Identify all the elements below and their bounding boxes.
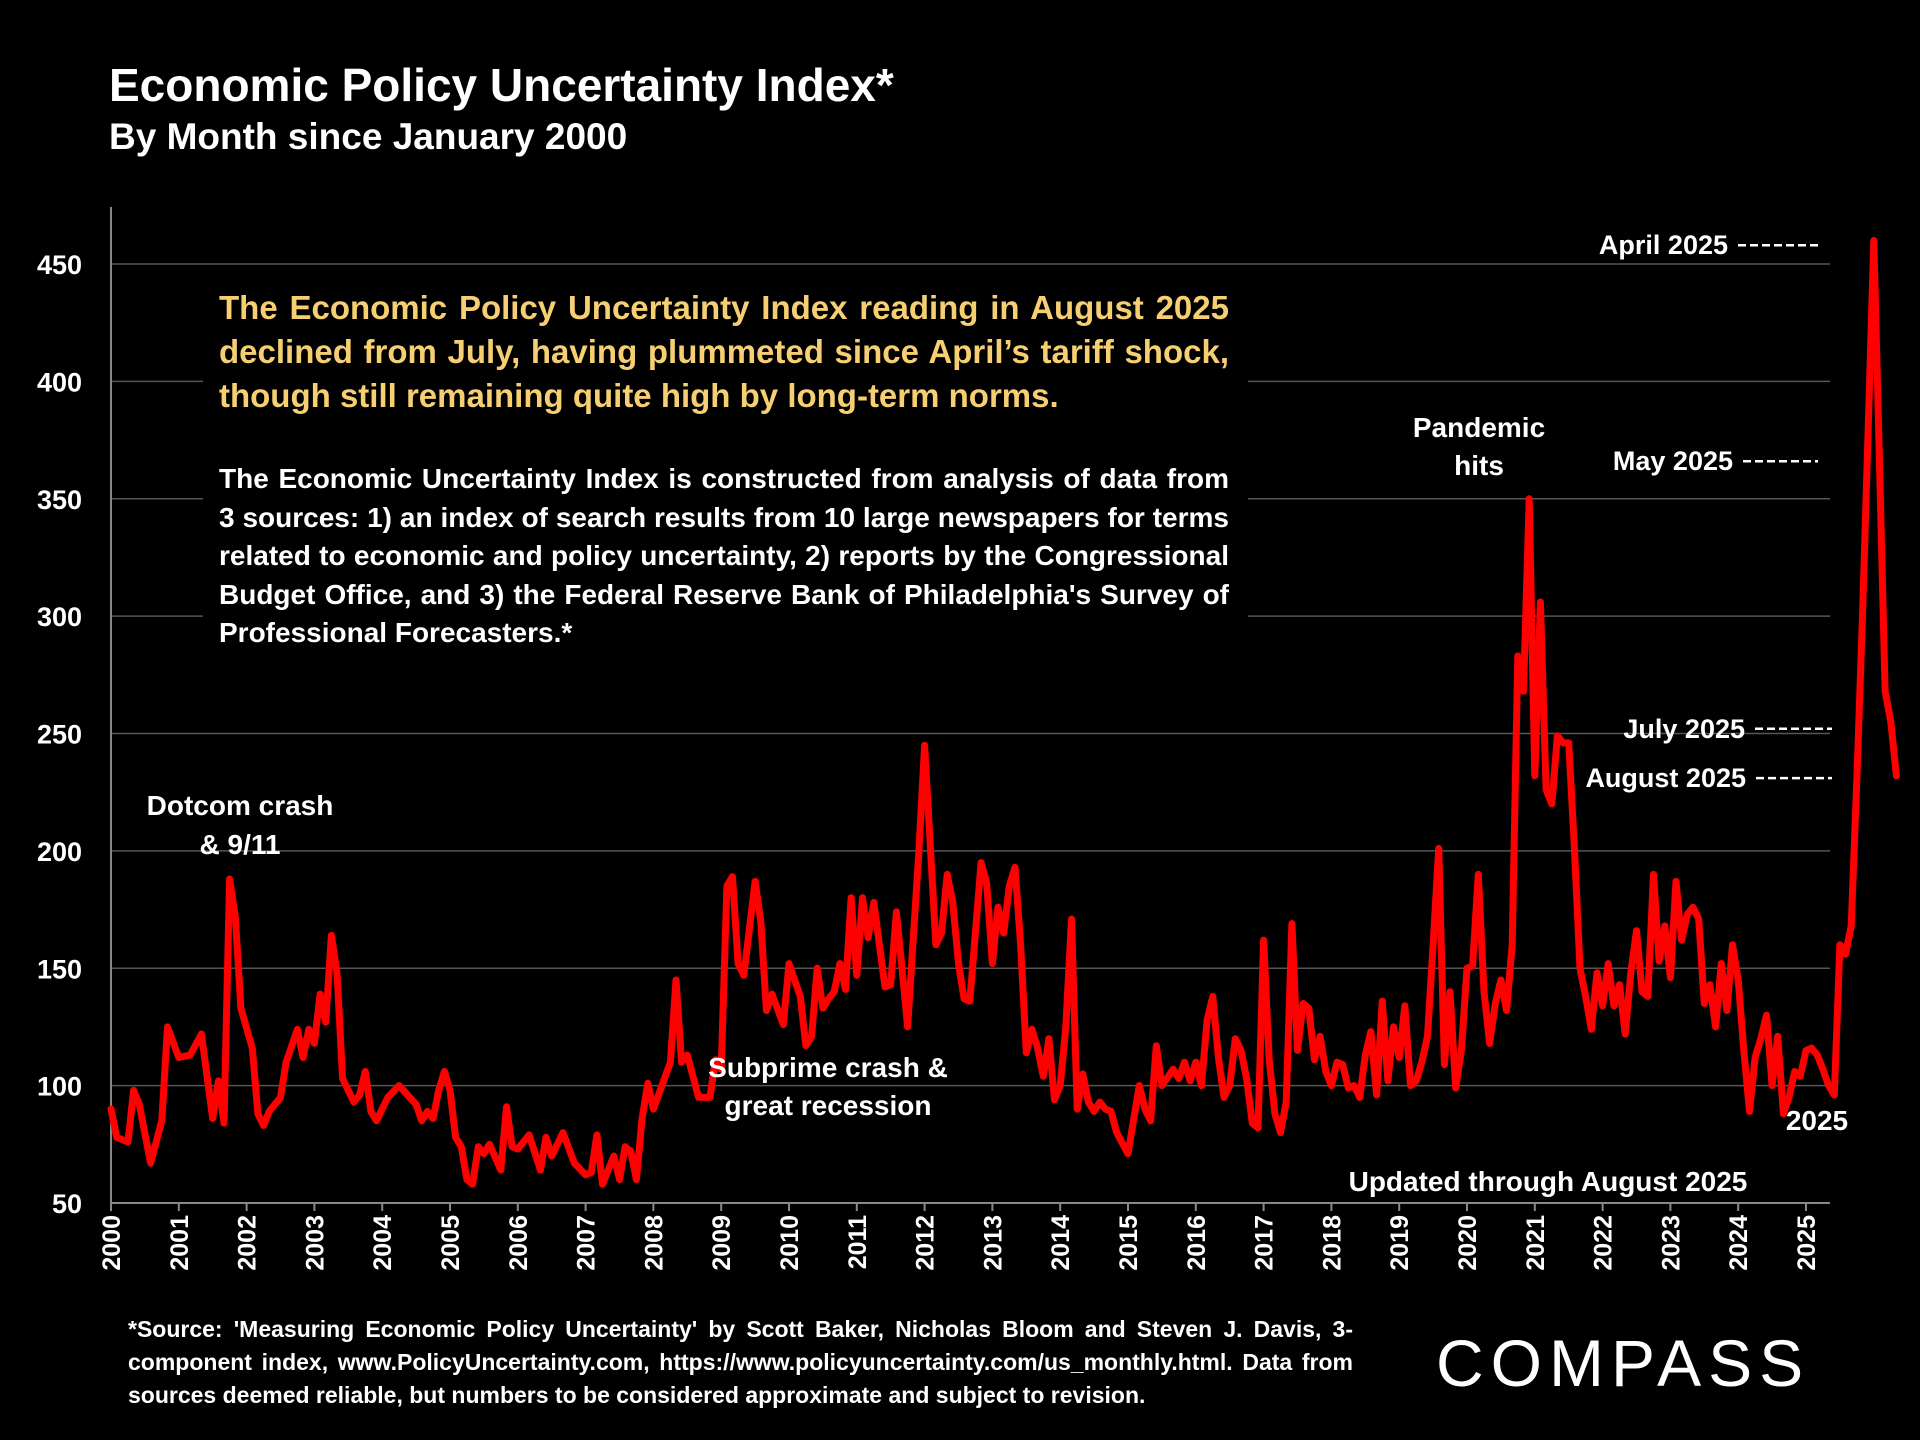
series-line-epu-index (107, 237, 1900, 1188)
annotation-pandemic-line2: hits (1454, 450, 1504, 481)
y-tick-label-300: 300 (37, 602, 82, 632)
x-tick-label-2022: 2022 (1590, 1215, 1618, 1271)
x-tick-label-2004: 2004 (369, 1215, 397, 1271)
x-tick-label-2012: 2012 (912, 1215, 940, 1271)
compass-logo: COMPASS (1436, 1326, 1811, 1400)
x-axis-tick-labels: 2000 2001 2002 2003 2004 2005 2006 2007 2008 2009… (98, 1203, 1821, 1271)
x-tick-label-2019: 2019 (1386, 1215, 1414, 1271)
y-tick-label-150: 150 (37, 954, 82, 984)
annotation-dotcom-line1: Dotcom crash (147, 790, 334, 821)
x-tick-label-2000: 2000 (98, 1215, 126, 1271)
annotation-subprime-line2: great recession (725, 1090, 932, 1121)
x-tick-label-2008: 2008 (640, 1215, 668, 1271)
y-tick-label-100: 100 (37, 1072, 82, 1102)
x-tick-label-2009: 2009 (708, 1215, 736, 1271)
source-footnote: *Source: 'Measuring Economic Policy Unce… (128, 1316, 1353, 1408)
x-tick-label-2014: 2014 (1047, 1215, 1075, 1271)
y-tick-label-200: 200 (37, 837, 82, 867)
x-tick-label-2006: 2006 (505, 1215, 533, 1271)
x-tick-label-2015: 2015 (1115, 1215, 1143, 1271)
x-tick-label-2020: 2020 (1454, 1215, 1482, 1271)
y-axis-tick-labels: 50 100 150 200 250 300 350 400 450 (37, 250, 82, 1219)
x-tick-label-2013: 2013 (979, 1215, 1007, 1271)
description-text: The Economic Uncertainty Index is constr… (219, 463, 1229, 648)
y-tick-label-250: 250 (37, 720, 82, 750)
x-tick-label-2003: 2003 (301, 1215, 329, 1271)
annotation-updated-through: Updated through August 2025 (1349, 1166, 1748, 1197)
text-panel-background (203, 280, 1248, 660)
headline-text: The Economic Policy Uncertainty Index re… (219, 289, 1229, 414)
callouts: April 2025 May 2025 July 2025 August 2025 (1585, 230, 1832, 793)
chart-title: Economic Policy Uncertainty Index* (109, 59, 894, 111)
x-tick-label-2007: 2007 (573, 1215, 601, 1271)
annotation-pandemic-line1: Pandemic (1413, 412, 1545, 443)
annotation-subprime-line1: Subprime crash & (708, 1052, 948, 1083)
x-tick-label-2024: 2024 (1725, 1215, 1753, 1271)
x-tick-label-2023: 2023 (1657, 1215, 1685, 1271)
x-tick-label-2017: 2017 (1251, 1215, 1279, 1271)
y-tick-label-400: 400 (37, 367, 82, 397)
x-tick-label-2005: 2005 (437, 1215, 465, 1271)
chart-subtitle: By Month since January 2000 (109, 116, 628, 157)
x-tick-label-2016: 2016 (1183, 1215, 1211, 1271)
callout-label-july-2025: July 2025 (1623, 714, 1745, 744)
x-tick-label-2025: 2025 (1793, 1215, 1821, 1271)
x-tick-label-2018: 2018 (1318, 1215, 1346, 1271)
callout-label-april-2025: April 2025 (1599, 230, 1728, 260)
x-tick-label-2010: 2010 (776, 1215, 804, 1271)
y-tick-label-450: 450 (37, 250, 82, 280)
x-tick-label-2011: 2011 (844, 1215, 872, 1269)
annotation-dotcom-line2: & 9/11 (200, 829, 281, 860)
annotation-2025: 2025 (1786, 1105, 1848, 1136)
x-tick-label-2001: 2001 (166, 1215, 194, 1271)
x-tick-label-2021: 2021 (1522, 1215, 1550, 1271)
y-tick-label-50: 50 (52, 1189, 82, 1219)
callout-label-may-2025: May 2025 (1613, 446, 1733, 476)
x-tick-label-2002: 2002 (234, 1215, 262, 1271)
y-tick-label-350: 350 (37, 485, 82, 515)
callout-label-august-2025: August 2025 (1585, 763, 1746, 793)
